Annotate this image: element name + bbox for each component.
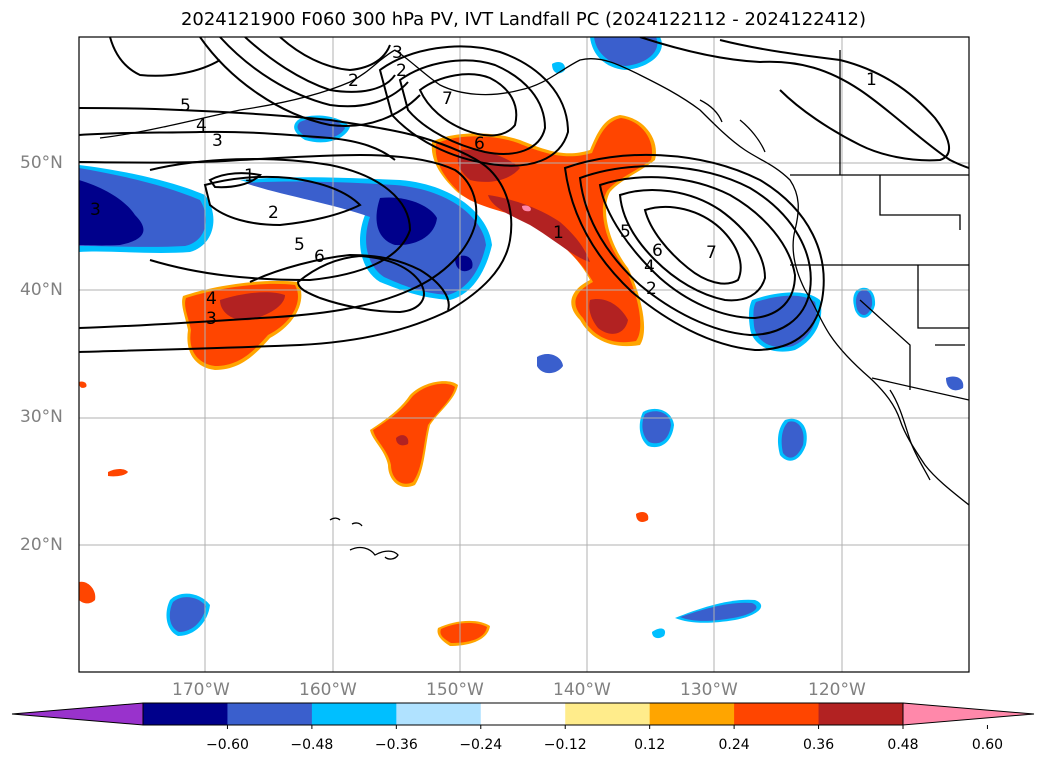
contour-line: [578, 165, 812, 337]
colorbar-tick-label: 0.48: [887, 737, 919, 753]
colorbar-tick-label: −0.36: [374, 737, 418, 753]
contour-label: 3: [206, 309, 217, 329]
lat-label-40n: 40°N: [20, 280, 63, 300]
contour-line: [149, 157, 412, 282]
colorbar-tick-label: −0.24: [459, 737, 503, 753]
contour-line: [563, 153, 825, 352]
contour-line: [79, 107, 513, 353]
contour-line: [203, 175, 362, 227]
contour-line: [418, 73, 518, 137]
contour-line: [208, 172, 263, 189]
contour-label: 6: [474, 134, 485, 154]
contour-labels: 5 4 3 1 2 5 6 4 3 6 7 5 6 4 7 2 1 2 2 3 …: [90, 43, 877, 329]
figure-title: 2024121900 F060 300 hPa PV, IVT Landfall…: [180, 9, 867, 30]
contour-line: [79, 130, 396, 161]
contour-label: 2: [646, 279, 657, 299]
colorbar-tick-label: −0.12: [543, 737, 587, 753]
contour-line: [639, 37, 969, 169]
contour-line: [199, 37, 421, 127]
contour-line: [598, 176, 797, 320]
map-frame: [78, 36, 970, 673]
lat-label-20n: 20°N: [20, 535, 63, 555]
lon-label-140w: 140°W: [553, 680, 611, 700]
pv-contours: [79, 37, 969, 353]
contour-label: 2: [396, 61, 407, 81]
contour-line: [244, 37, 396, 93]
contour-line: [296, 254, 425, 314]
contour-label: 2: [268, 203, 279, 223]
lon-label-170w: 170°W: [172, 680, 230, 700]
lon-label-120w: 120°W: [808, 680, 866, 700]
contour-label: 1: [553, 223, 564, 243]
contour-line: [719, 39, 950, 162]
contour-label: 1: [244, 166, 255, 186]
contour-line: [643, 205, 742, 285]
lon-label-150w: 150°W: [426, 680, 484, 700]
contour-line: [219, 37, 409, 108]
contour-label: 1: [866, 70, 877, 90]
contour-label: 3: [90, 200, 101, 220]
colorbar-tick-label: 0.36: [802, 737, 835, 753]
contour-line: [109, 37, 221, 77]
contour-label: 2: [348, 71, 359, 91]
contour-line: [279, 37, 391, 72]
contour-label: 4: [196, 116, 207, 136]
colorbar-tick-label: 0.24: [718, 737, 750, 753]
contour-label: 6: [314, 247, 325, 267]
contour-label: 7: [442, 89, 453, 109]
lon-label-130w: 130°W: [680, 680, 738, 700]
contour-label: 4: [206, 289, 217, 309]
contour-label: 5: [180, 96, 191, 116]
contour-line: [618, 189, 767, 302]
gridlines: [79, 37, 969, 672]
contour-line: [249, 253, 450, 311]
shading-layer: [79, 37, 964, 646]
colorbar-tick-label: −0.48: [290, 737, 334, 753]
contour-line: [398, 59, 547, 155]
contour-label: 6: [652, 241, 663, 261]
contour-label: 5: [620, 222, 631, 242]
contour-label: 3: [392, 43, 403, 63]
colorbar-tick-label: −0.60: [205, 737, 249, 753]
contour-label: 4: [644, 257, 655, 277]
contour-label: 3: [212, 131, 223, 151]
contour-label: 7: [706, 243, 717, 263]
contour-label: 5: [294, 235, 305, 255]
lon-label-160w: 160°W: [299, 680, 357, 700]
colorbar-tick-label: 0.60: [971, 737, 1004, 753]
contour-line: [378, 45, 570, 167]
lat-label-30n: 30°N: [20, 407, 63, 427]
lat-label-50n: 50°N: [20, 153, 63, 173]
colorbar-tick-label: 0.12: [634, 737, 666, 753]
